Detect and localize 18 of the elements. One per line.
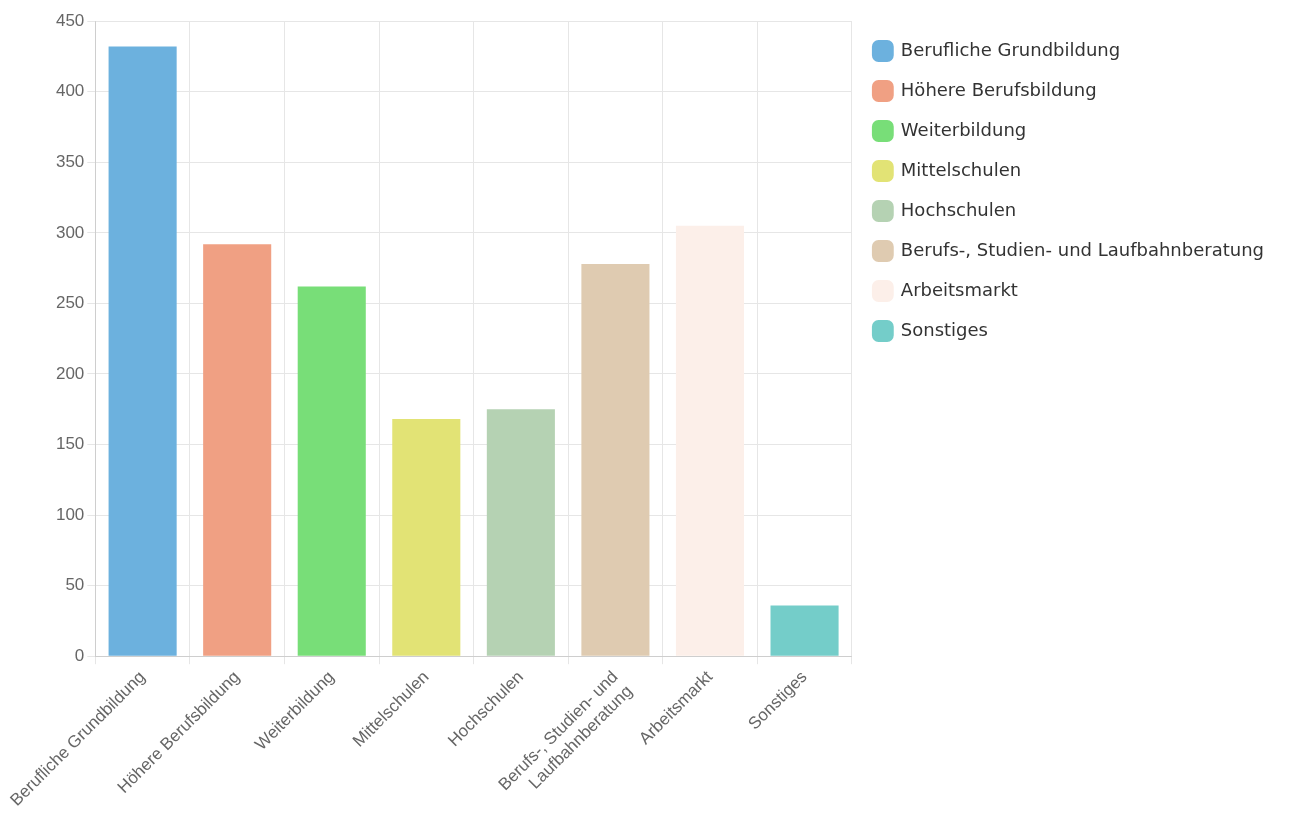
legend-label: Mittelschulen <box>900 158 1022 180</box>
legend-label: Hochschulen <box>900 198 1017 220</box>
legend-label: Höhere Berufsbildung <box>900 78 1097 100</box>
legend-label: Berufs-, Studien- und Laufbahnberatung <box>900 238 1265 260</box>
legend-label: Sonstiges <box>900 318 988 340</box>
y-tick-label: 100 <box>55 504 85 524</box>
legend-label: Berufliche Grundbildung <box>900 38 1121 60</box>
y-tick-label: 350 <box>55 151 85 171</box>
y-tick-label: 0 <box>74 645 85 665</box>
y-tick-label: 200 <box>55 363 85 383</box>
y-tick-label: 50 <box>65 575 85 595</box>
y-tick-label: 150 <box>55 434 85 454</box>
y-tick-label: 250 <box>55 293 85 313</box>
legend-label: Arbeitsmarkt <box>900 278 1018 300</box>
y-tick-label: 450 <box>55 10 85 30</box>
y-tick-label: 400 <box>55 81 85 101</box>
y-tick-label: 300 <box>55 222 85 242</box>
legend-label: Weiterbildung <box>900 118 1027 140</box>
